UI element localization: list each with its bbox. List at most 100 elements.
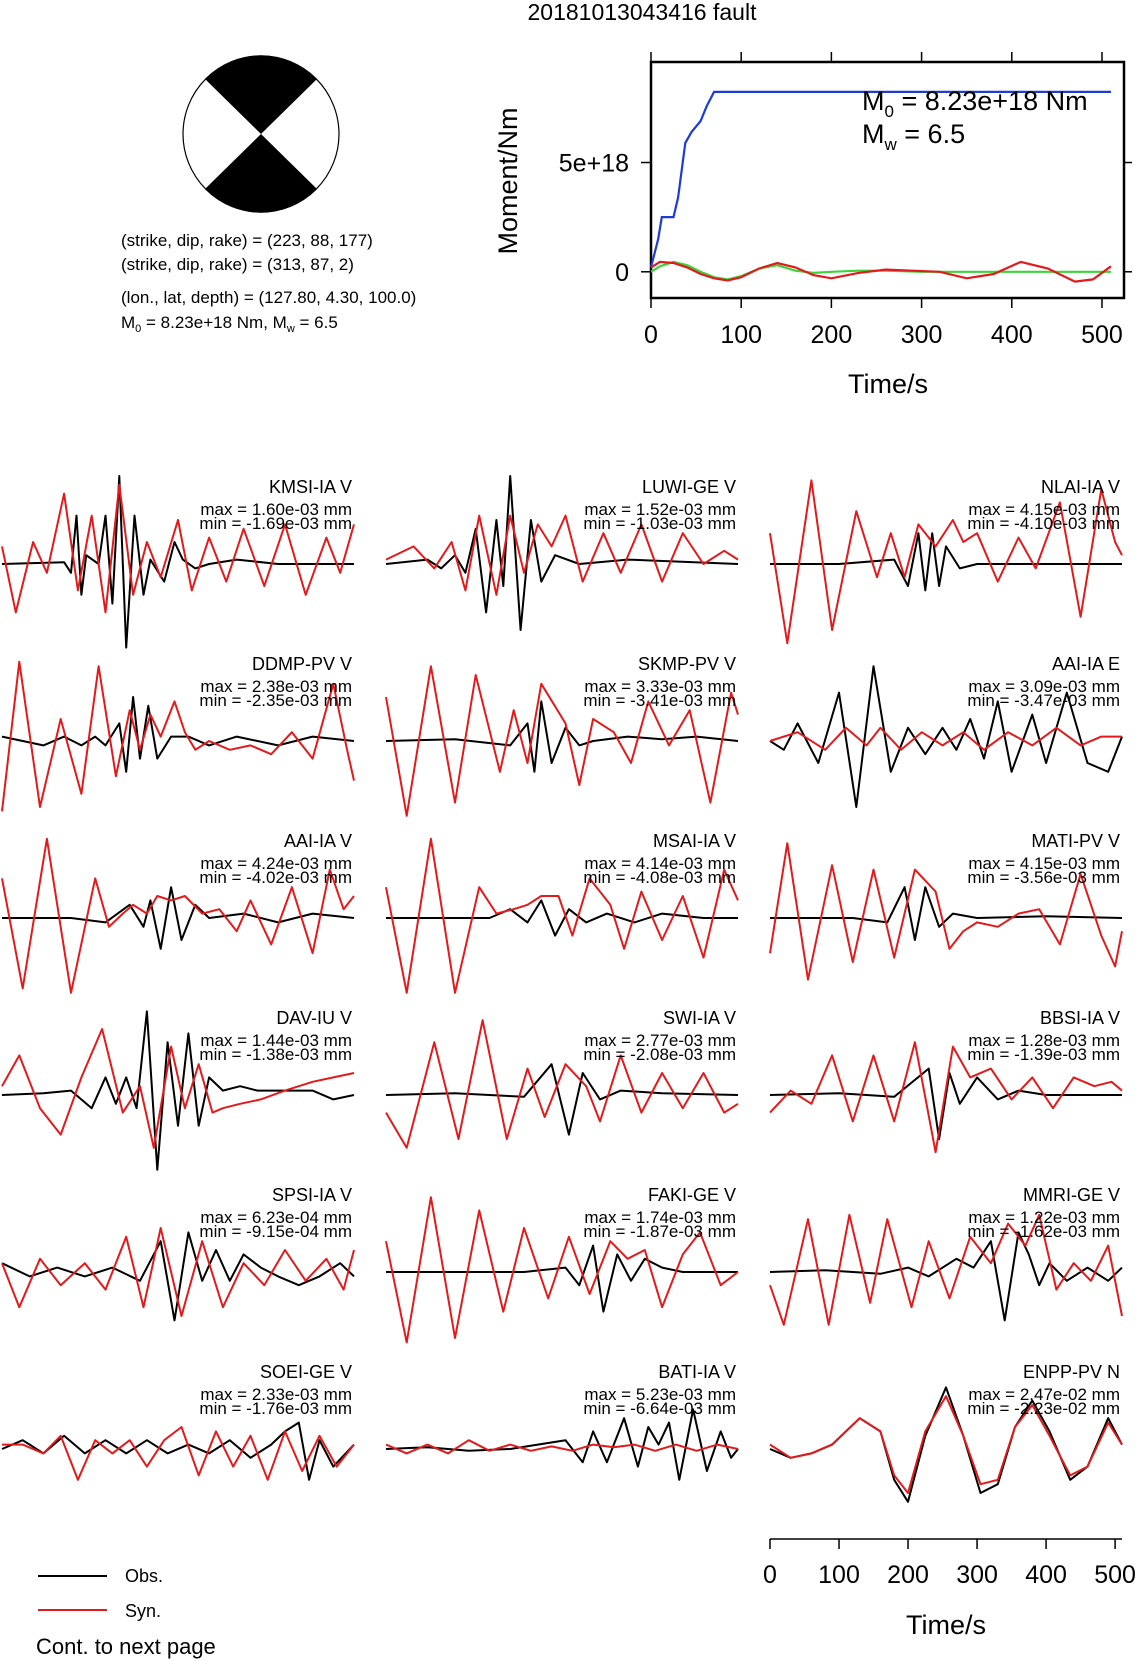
mw-end: = 6.5 <box>295 313 338 332</box>
moment-mw-value: = 6.5 <box>897 119 965 149</box>
observed-trace <box>1 1010 355 1171</box>
m0-mid: = 8.23e+18 Nm, M <box>141 313 287 332</box>
moment-mw-annotation: Mw = 6.5 <box>862 119 965 154</box>
synthetic-trace <box>385 837 739 994</box>
observed-trace <box>386 1244 738 1313</box>
observed-trace <box>385 1408 739 1481</box>
legend-syn-label: Syn. <box>125 1601 161 1621</box>
station-max: max = 2.47e-02 mm <box>968 1385 1120 1404</box>
synthetic-trace <box>1 483 355 614</box>
station-label: NLAI-IA V <box>1041 477 1120 497</box>
synthetic-trace <box>769 726 1122 751</box>
beachball <box>182 55 340 213</box>
moment-series-2 <box>650 260 1112 283</box>
synthetic-trace <box>769 1213 1123 1326</box>
station-label: DAV-IU V <box>276 1008 352 1028</box>
station-label: MMRI-GE V <box>1023 1185 1120 1205</box>
station-label: SWI-IA V <box>663 1008 736 1028</box>
synthetic-trace <box>769 479 1123 645</box>
station-max: max = 3.09e-03 mm <box>968 677 1120 696</box>
station-label: SOEI-GE V <box>260 1362 352 1382</box>
station-max: max = 1.22e-03 mm <box>968 1208 1120 1227</box>
station-label: FAKI-GE V <box>648 1185 736 1205</box>
moment-m0-prefix: M <box>862 86 885 116</box>
trace-xtick-label: 100 <box>818 1561 860 1589</box>
moment-mw-prefix: M <box>862 119 885 149</box>
station-label: LUWI-GE V <box>642 477 736 497</box>
observed-trace <box>769 1231 1123 1322</box>
station-max: max = 1.44e-03 mm <box>200 1031 352 1050</box>
moment-xtick-label: 100 <box>720 321 762 349</box>
station-min: min = -2.08e-03 mm <box>583 1045 736 1064</box>
station-max: max = 2.33e-03 mm <box>200 1385 352 1404</box>
observed-trace <box>385 1063 739 1136</box>
synthetic-trace <box>385 1196 739 1344</box>
synthetic-trace <box>1 660 355 812</box>
moment-xtick-label: 300 <box>901 321 943 349</box>
moment-xlabel: Time/s <box>848 369 928 399</box>
moment-m0-value: = 8.23e+18 Nm <box>894 86 1088 116</box>
station-max: max = 3.33e-03 mm <box>584 677 736 696</box>
synthetic-trace <box>2 1426 355 1481</box>
station-min: min = -9.15e-04 mm <box>199 1222 352 1241</box>
observed-trace <box>1 1231 355 1322</box>
m0-subscript: 0 <box>135 323 141 335</box>
synthetic-trace <box>385 1019 739 1149</box>
station-max: max = 1.52e-03 mm <box>584 500 736 519</box>
beachball-compression-top <box>205 55 317 134</box>
figure-title: 20181013043416 fault <box>528 0 758 25</box>
station-label: SPSI-IA V <box>272 1185 352 1205</box>
station-max: max = 5.23e-03 mm <box>584 1385 736 1404</box>
synthetic-trace <box>385 1439 739 1455</box>
observed-trace <box>1 696 355 773</box>
trace-xlabel: Time/s <box>906 1610 986 1640</box>
synthetic-trace <box>769 1395 1123 1494</box>
station-min: min = -3.41e-03 mm <box>583 691 736 710</box>
mw-subscript: w <box>286 323 295 335</box>
synthetic-trace <box>385 514 739 596</box>
station-label: AAI-IA V <box>284 831 352 851</box>
station-max: max = 1.74e-03 mm <box>584 1208 736 1227</box>
legend-obs-label: Obs. <box>125 1566 163 1586</box>
moment-m0-annotation: M0 = 8.23e+18 Nm <box>862 86 1088 121</box>
trace-xtick-label: 500 <box>1094 1561 1136 1589</box>
station-min: min = -1.76e-03 mm <box>199 1399 352 1418</box>
station-min: min = -1.69e-03 mm <box>199 514 352 533</box>
station-label: MATI-PV V <box>1031 831 1120 851</box>
moment-series-0 <box>649 90 1111 268</box>
nodal-plane-2: (strike, dip, rake) = (313, 87, 2) <box>121 255 354 274</box>
station-min: min = -1.38e-03 mm <box>199 1045 352 1064</box>
trace-xtick-label: 200 <box>887 1561 929 1589</box>
m0-prefix: M <box>121 313 135 332</box>
station-min: min = -1.03e-03 mm <box>583 514 736 533</box>
synthetic-trace <box>1 1028 355 1149</box>
moment-ytick-label: 5e+18 <box>559 150 629 178</box>
nodal-plane-1: (strike, dip, rake) = (223, 88, 177) <box>121 231 373 250</box>
synthetic-trace <box>1 1227 355 1317</box>
moment-xtick-label: 500 <box>1081 321 1123 349</box>
observed-trace <box>386 899 738 937</box>
station-max: max = 4.15e-03 mm <box>968 854 1120 873</box>
station-max: max = 2.77e-03 mm <box>584 1031 736 1050</box>
station-max: max = 1.60e-03 mm <box>200 500 352 519</box>
observed-trace <box>770 886 1123 941</box>
observed-trace <box>385 475 739 631</box>
trace-time-axis: 0 100 200 300 400 500 <box>763 1538 1136 1589</box>
moment-magnitude-line: M0 = 8.23e+18 Nm, Mw = 6.5 <box>121 313 338 335</box>
station-max: max = 4.15e-03 mm <box>968 500 1120 519</box>
